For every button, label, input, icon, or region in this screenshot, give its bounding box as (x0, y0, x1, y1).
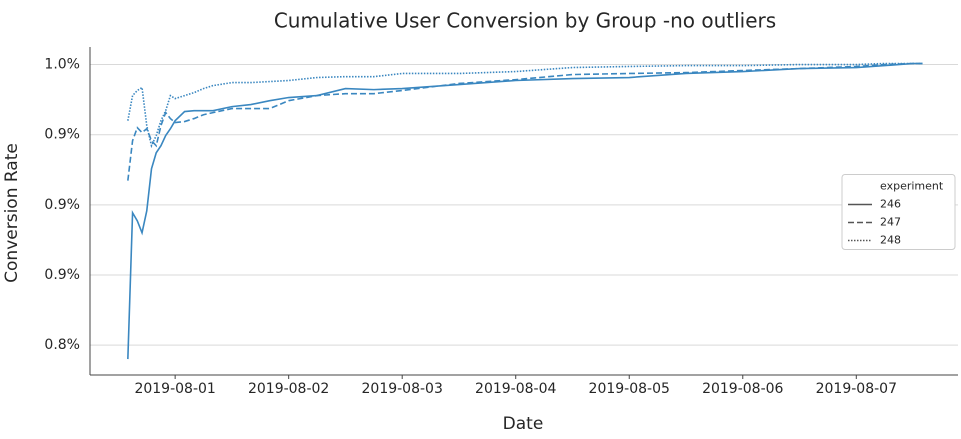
line-series (127, 62, 923, 360)
y-tick-label: 1.0% (44, 57, 80, 73)
y-tick-label: 0.9% (44, 197, 80, 213)
x-axis-label: Date (503, 414, 544, 434)
y-tick-label: 0.8% (44, 337, 80, 353)
line-series (127, 62, 923, 181)
y-tick-label: 0.9% (44, 267, 80, 283)
legend-label: 247 (880, 216, 901, 229)
legend-title: experiment (880, 180, 944, 193)
x-tick-label: 2019-08-07 (816, 381, 897, 397)
x-tick-label: 2019-08-04 (475, 381, 556, 397)
line-series (127, 62, 923, 149)
x-tick-label: 2019-08-01 (134, 381, 215, 397)
legend-label: 248 (880, 234, 901, 247)
legend-label: 246 (880, 198, 901, 211)
x-tick-label: 2019-08-06 (702, 381, 783, 397)
chart-title: Cumulative User Conversion by Group -no … (274, 9, 776, 33)
y-axis-label: Conversion Rate (2, 143, 22, 283)
x-tick-label: 2019-08-05 (589, 381, 670, 397)
y-tick-label: 0.9% (44, 127, 80, 143)
x-tick-label: 2019-08-03 (362, 381, 443, 397)
legend-box (841, 174, 956, 250)
x-tick-label: 2019-08-02 (248, 381, 329, 397)
